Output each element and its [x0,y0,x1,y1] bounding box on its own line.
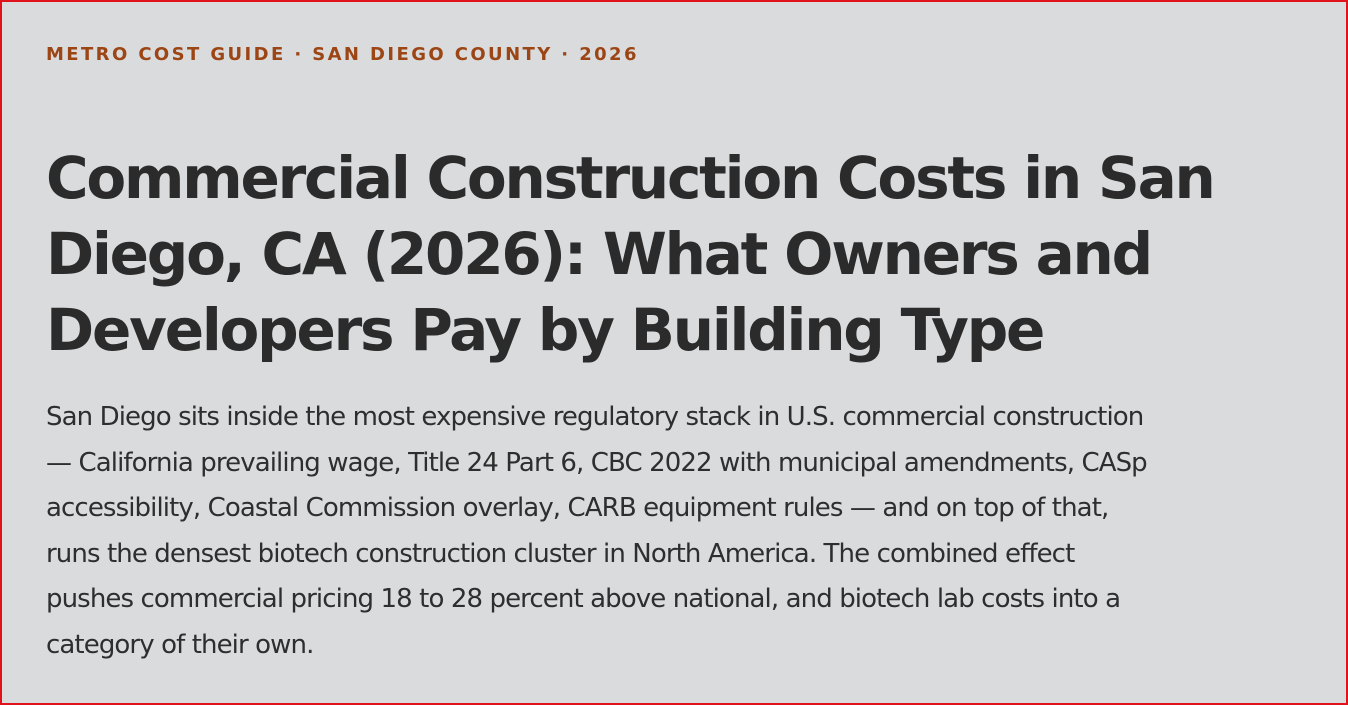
intro-paragraph: San Diego sits inside the most expensive… [46,402,1148,660]
eyebrow-label: METRO COST GUIDE · SAN DIEGO COUNTY · 20… [46,44,639,65]
page-title: Commercial Construction Costs in San Die… [46,144,1216,364]
